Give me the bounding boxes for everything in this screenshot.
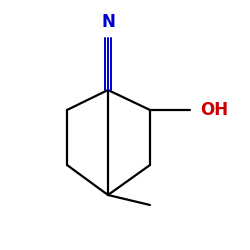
Text: OH: OH (200, 101, 228, 119)
Text: N: N (101, 13, 115, 31)
